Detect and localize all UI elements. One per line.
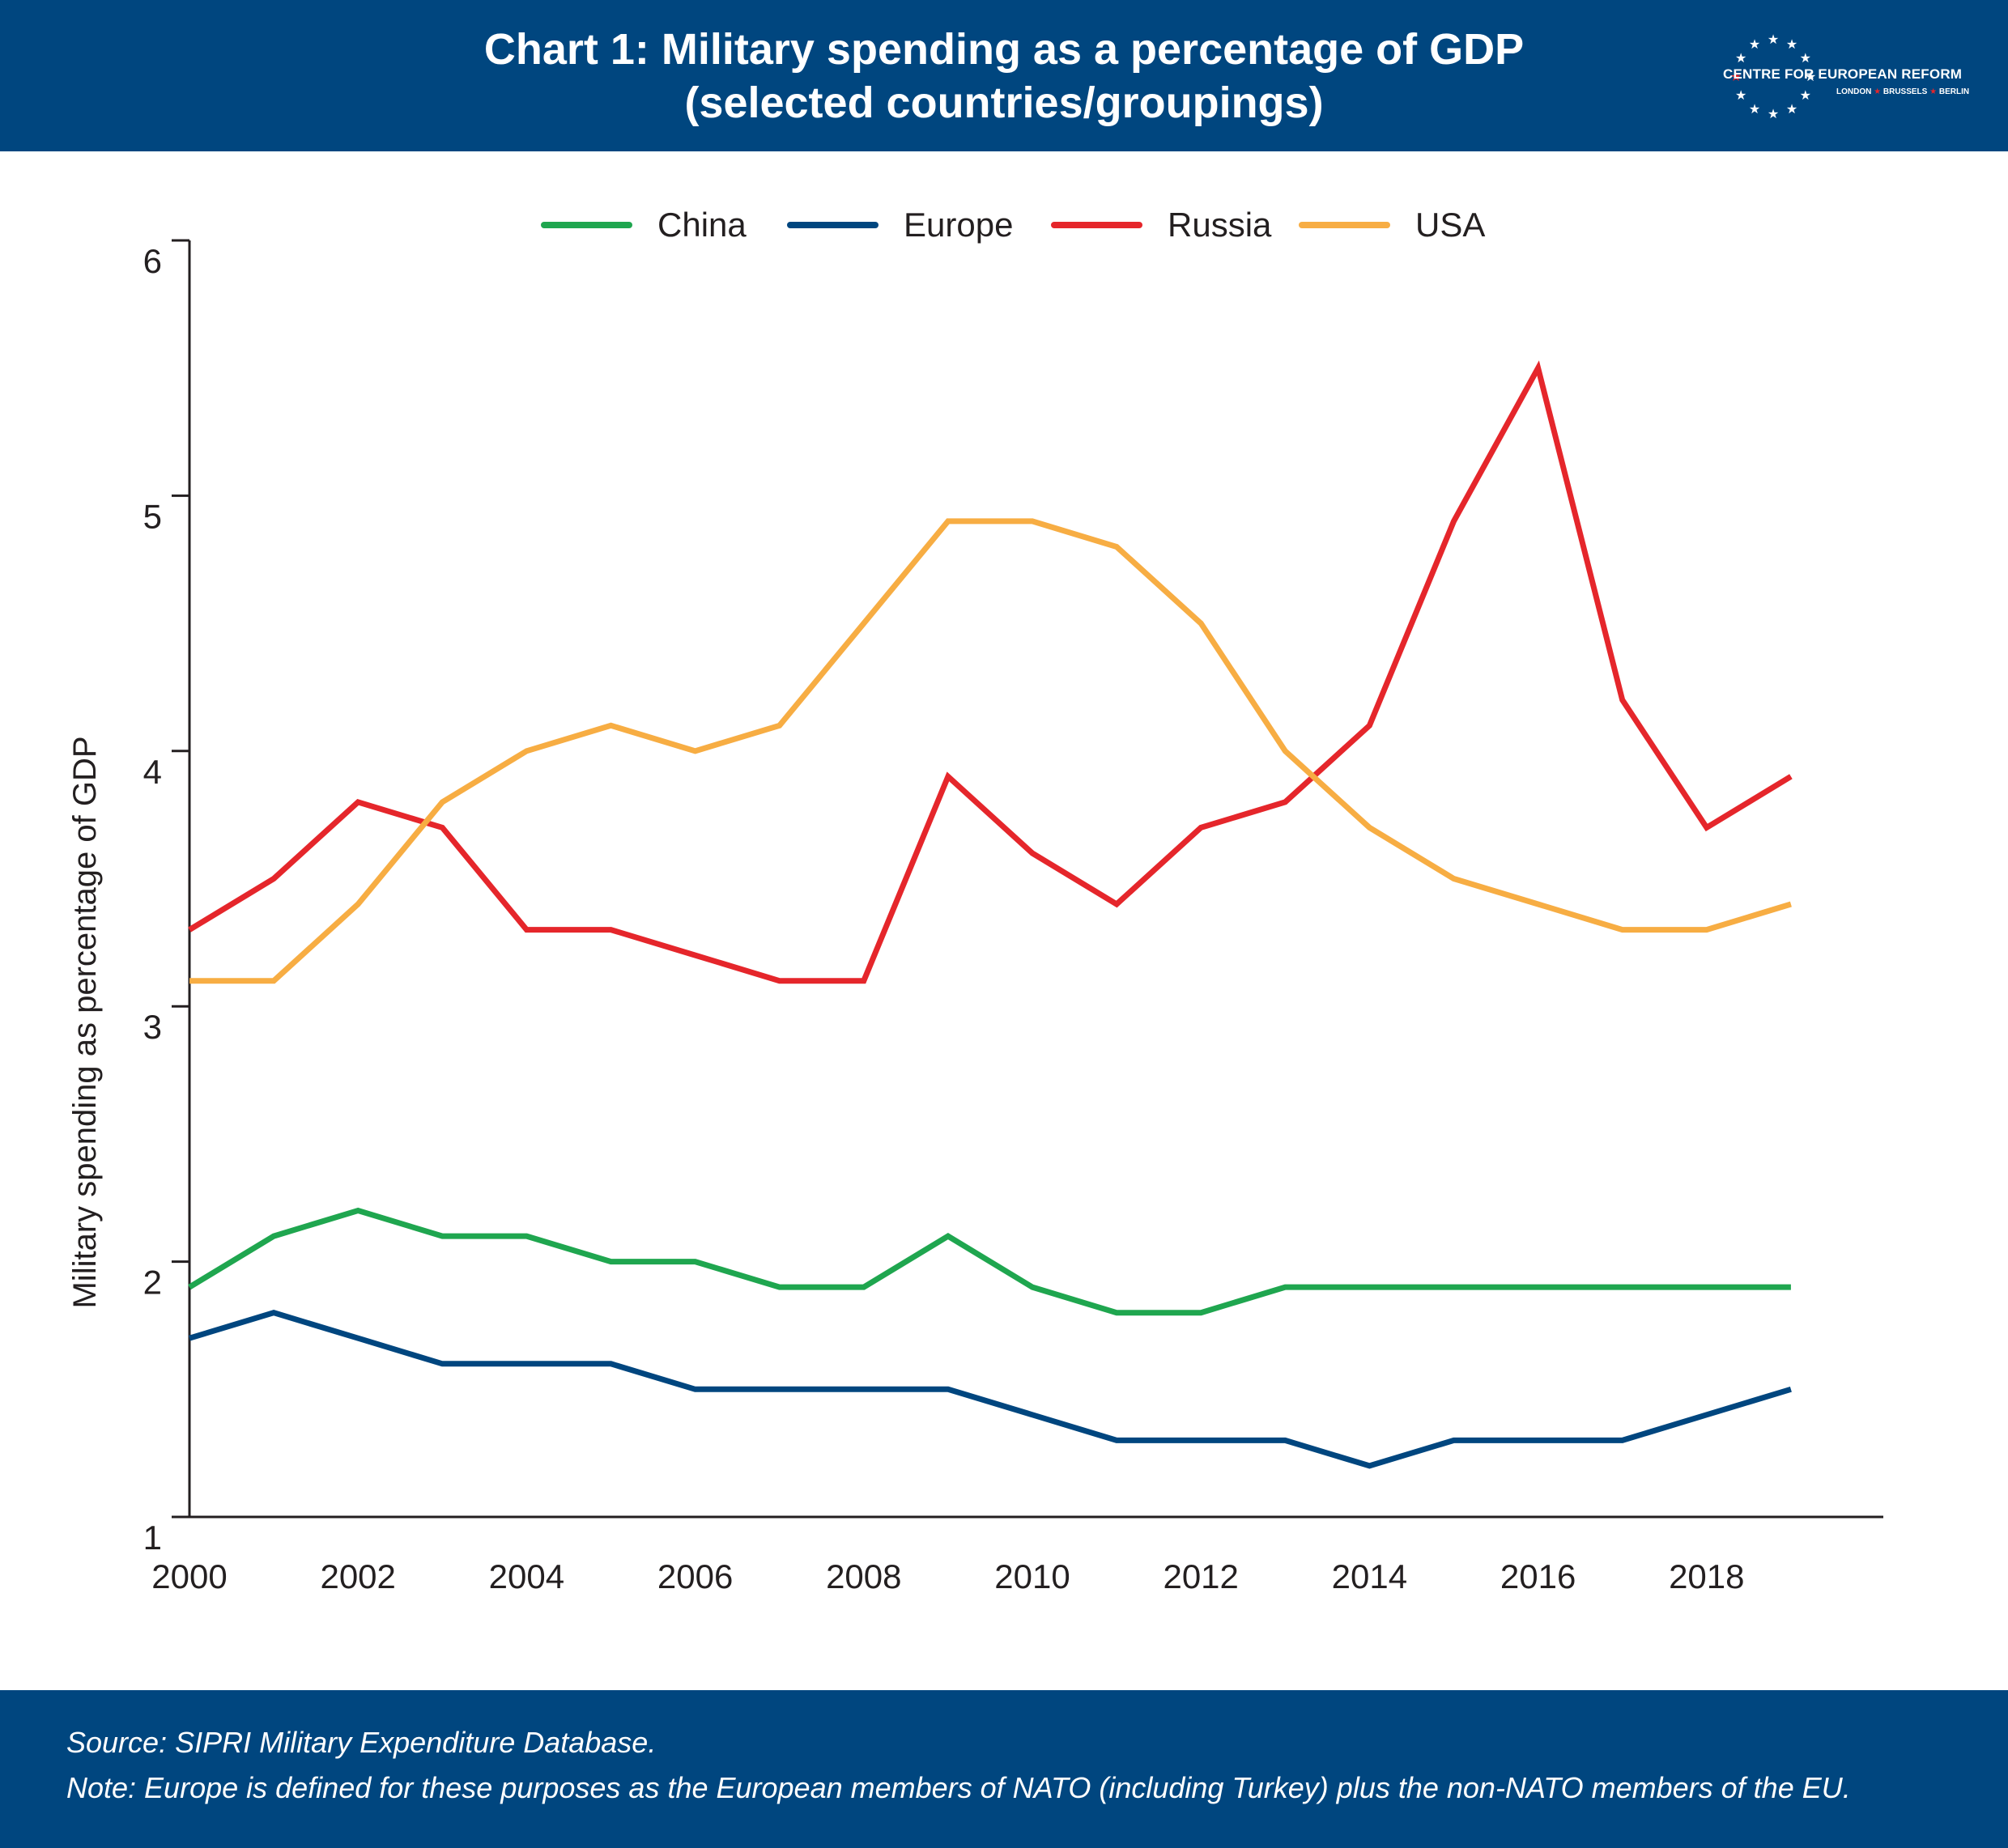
cer-logo-stars-icon: ★ ★★★★★★★★★★★ — [1730, 32, 1816, 121]
logo-city-berlin: BERLIN — [1938, 87, 1970, 96]
y-axis-label: Military spending as percentage of GDP — [67, 736, 103, 1308]
y-tick-label: 3 — [143, 1008, 162, 1046]
y-tick-label: 2 — [143, 1264, 162, 1302]
chart-title: Chart 1: Military spending as a percenta… — [0, 23, 2008, 130]
logo-star-icon: ★ — [1735, 50, 1746, 66]
logo-star-icon: ★ — [1800, 50, 1811, 66]
x-tick-label: 2008 — [826, 1557, 901, 1595]
logo-separator-icon: ★ — [1929, 87, 1938, 96]
legend-label: Russia — [1168, 206, 1272, 244]
logo-name: CENTRE FOR EUROPEAN REFORM — [1723, 66, 1963, 82]
logo-star-icon: ★ — [1730, 69, 1742, 84]
logo-city-brussels: BRUSSELS — [1882, 87, 1928, 96]
source-note: Source: SIPRI Military Expenditure Datab… — [66, 1726, 657, 1759]
logo-star-icon: ★ — [1768, 106, 1779, 121]
y-tick-label: 4 — [143, 753, 162, 791]
series-line-china — [188, 1207, 1791, 1316]
x-tick-label: 2012 — [1163, 1557, 1238, 1595]
logo-star-icon: ★ — [1768, 32, 1779, 47]
x-tick-label: 2018 — [1669, 1557, 1744, 1595]
x-tick-label: 2010 — [994, 1557, 1070, 1595]
logo-cities: LONDON ★ BRUSSELS ★ BERLIN — [1836, 87, 1969, 96]
legend-item-usa: USA — [1299, 206, 1485, 244]
chart-title-line-2: (selected countries/groupings) — [684, 79, 1324, 127]
legend-item-russia: Russia — [1051, 206, 1272, 244]
x-tick-label: 2006 — [657, 1557, 733, 1595]
chart-header: Chart 1: Military spending as a percenta… — [0, 0, 2008, 151]
x-tick-label: 2004 — [489, 1557, 564, 1595]
x-tick-label: 2016 — [1500, 1557, 1576, 1595]
x-tick-label: 2014 — [1332, 1557, 1407, 1595]
x-tick-label: 2002 — [320, 1557, 395, 1595]
legend-item-europe: Europe — [787, 206, 1013, 244]
chart-legend: China Europe Russia USA — [541, 206, 1485, 244]
y-tick-label: 5 — [143, 497, 162, 535]
chart-footer: Source: SIPRI Military Expenditure Datab… — [0, 1690, 2008, 1848]
chart-axes: 1 2 3 4 5 6 2000 2002 2004 2006 2008 2010 2012 2014 20… — [143, 239, 1883, 1595]
series-line-europe — [188, 1310, 1792, 1469]
chart-series — [188, 360, 1793, 1469]
x-tick-label: 2000 — [151, 1557, 227, 1595]
logo-star-icon: ★ — [1786, 101, 1797, 117]
logo-city-london: LONDON — [1836, 87, 1872, 96]
legend-label: Europe — [904, 206, 1013, 244]
logo-star-icon: ★ — [1749, 36, 1760, 52]
definition-note: Note: Europe is defined for these purpos… — [66, 1771, 1851, 1804]
logo-star-icon: ★ — [1735, 87, 1746, 103]
series-line-usa — [189, 518, 1792, 984]
legend-item-china: China — [541, 206, 747, 244]
legend-label: China — [657, 206, 747, 244]
logo-star-icon: ★ — [1749, 101, 1760, 117]
series-line-russia — [188, 360, 1793, 984]
chart-title-line-1: Chart 1: Military spending as a percenta… — [483, 25, 1525, 74]
line-chart: China Europe Russia USA 1 2 3 4 5 6 2000 2002 2004 2… — [67, 206, 1883, 1595]
y-tick-label: 1 — [143, 1519, 162, 1557]
y-tick-label: 6 — [143, 242, 162, 280]
legend-label: USA — [1415, 206, 1485, 244]
logo-separator-icon: ★ — [1874, 87, 1882, 96]
logo-star-icon: ★ — [1800, 87, 1811, 103]
logo-star-icon: ★ — [1786, 36, 1797, 52]
logo-star-icon: ★ — [1805, 69, 1816, 84]
